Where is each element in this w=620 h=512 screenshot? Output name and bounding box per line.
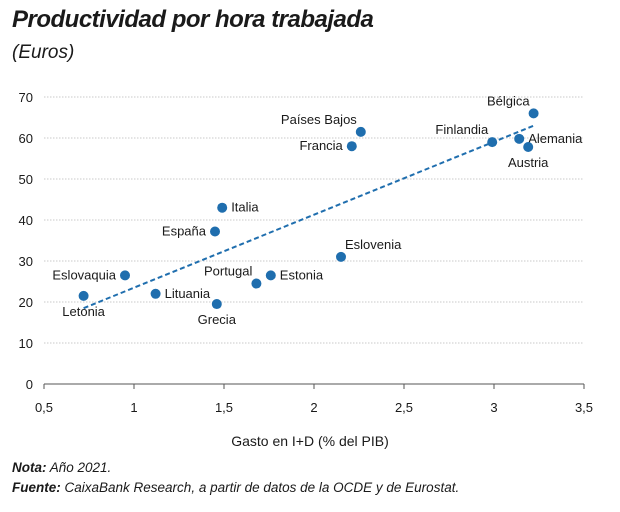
y-tick-label: 40 [19,213,33,228]
point-label: Países Bajos [281,112,357,127]
point-label: Austria [508,155,549,170]
note-line: Nota: Año 2021. [12,458,459,478]
x-tick-label: 0,5 [35,400,53,415]
data-point [150,288,161,299]
point-label: Portugal [204,264,253,279]
point-label: Finlandia [435,122,489,137]
y-tick-label: 50 [19,172,33,187]
source-label: Fuente: [12,480,61,495]
data-point [217,202,228,213]
point-label: Estonia [280,267,324,282]
chart-notes: Nota: Año 2021. Fuente: CaixaBank Resear… [12,458,459,498]
note-label: Nota: [12,460,47,475]
x-tick-label: 3 [490,400,497,415]
y-tick-label: 0 [26,377,33,392]
data-point [211,299,222,310]
point-label: Grecia [198,312,237,327]
x-tick-label: 1 [130,400,137,415]
y-tick-label: 70 [19,90,33,105]
data-point [265,270,276,281]
y-tick-label: 60 [19,131,33,146]
x-tick-label: 2 [310,400,317,415]
data-point [528,108,539,119]
source-text: CaixaBank Research, a partir de datos de… [60,480,460,495]
point-label: España [162,223,207,238]
data-point [346,141,357,152]
point-label: Alemania [528,131,583,146]
data-point [120,270,130,281]
scatter-chart: 0 10 20 30 40 50 60 70 0,5 1 1,5 2 2,5 3 3,5 Gasto en I… [19,90,594,449]
data-point [251,278,262,289]
x-axis-label: Gasto en I+D (% del PIB) [231,433,389,449]
y-tick-label: 20 [19,295,33,310]
data-point [523,142,534,153]
x-tick-label: 3,5 [575,400,593,415]
point-label: Lituania [165,286,211,301]
data-point [210,226,220,237]
chart-title: Productividad por hora trabajada [12,6,374,33]
note-text: Año 2021. [46,460,112,475]
x-tick-label: 2,5 [395,400,413,415]
point-label: Letonia [62,304,105,319]
point-label: Eslovenia [345,237,402,252]
point-label: Bélgica [487,93,530,108]
data-point [355,126,366,137]
y-tick-label: 10 [19,336,33,351]
data-point [336,251,346,262]
trend-line [83,124,534,310]
source-line: Fuente: CaixaBank Research, a partir de … [12,478,459,498]
data-point [514,133,525,144]
data-point [78,290,89,301]
x-tick-label: 1,5 [215,400,233,415]
y-tick-label: 30 [19,254,33,269]
chart-subtitle: (Euros) [12,42,75,63]
point-label: Francia [299,138,343,153]
point-label: Italia [231,200,259,215]
point-label: Eslovaquia [52,267,116,282]
data-point [487,137,498,148]
